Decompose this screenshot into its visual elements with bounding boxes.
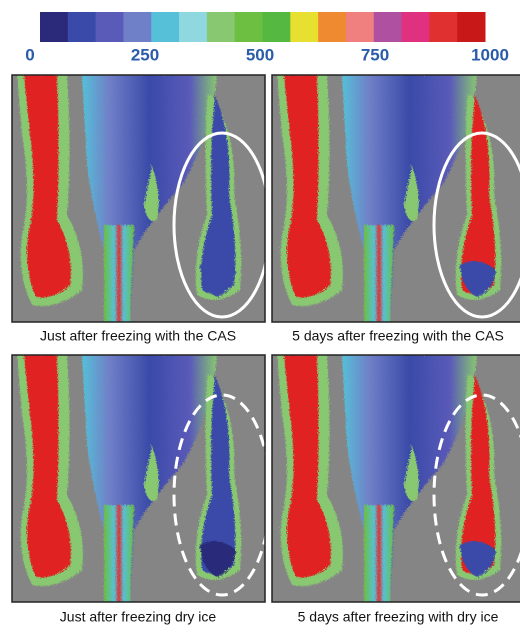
colorbar-segment (290, 12, 318, 42)
panel: Just after freezing dry ice (12, 355, 270, 625)
colorbar-segment (402, 12, 430, 42)
colorbar-segment (207, 12, 235, 42)
panel: Just after freezing with the CAS (12, 75, 270, 344)
panels: Just after freezing with the CAS 5 days a… (12, 75, 520, 625)
colorbar-tick-label: 500 (246, 45, 274, 64)
panel-caption: Just after freezing dry ice (60, 609, 217, 625)
colorbar-segment (346, 12, 374, 42)
colorbar-segment (123, 12, 151, 42)
colorbar-segment (429, 12, 457, 42)
colorbar-segment (179, 12, 207, 42)
colorbar-tick-label: 1000 (471, 45, 509, 64)
colorbar-segment (374, 12, 402, 42)
colorbar: 0 250 500 750 1000 (25, 12, 509, 64)
colorbar-segment (457, 12, 485, 42)
figure: 0 250 500 750 1000 Just after freezing with … (0, 0, 520, 626)
colorbar-segment (318, 12, 346, 42)
panel-caption: Just after freezing with the CAS (40, 328, 236, 344)
panel-caption: 5 days after freezing with the CAS (292, 328, 504, 344)
panel: 5 days after freezing with dry ice (272, 355, 520, 625)
colorbar-tick-label: 250 (131, 45, 159, 64)
colorbar-tick-label: 750 (361, 45, 389, 64)
colorbar-segment (68, 12, 96, 42)
colorbar-segment (96, 12, 124, 42)
colorbar-segment (40, 12, 68, 42)
colorbar-segment (151, 12, 179, 42)
colorbar-segment (235, 12, 263, 42)
colorbar-tick-label: 0 (25, 45, 34, 64)
panel-caption: 5 days after freezing with dry ice (298, 609, 499, 625)
panel: 5 days after freezing with the CAS (272, 75, 520, 344)
colorbar-segment (263, 12, 291, 42)
page: 0 250 500 750 1000 Just after freezing with … (0, 0, 520, 626)
